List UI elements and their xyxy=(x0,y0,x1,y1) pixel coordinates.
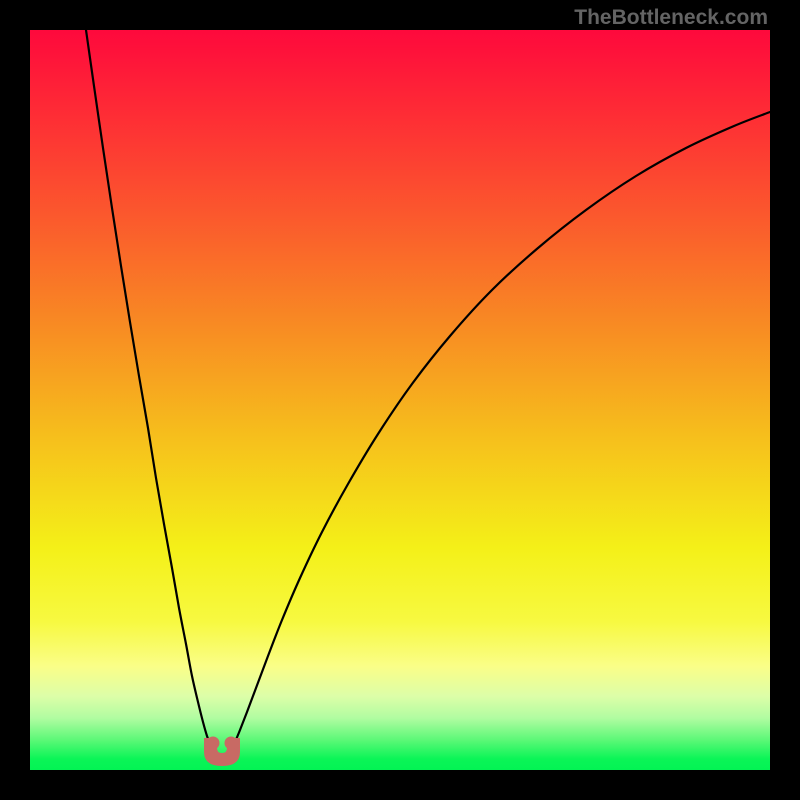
valley-dot-right xyxy=(225,737,238,750)
chart-svg xyxy=(0,0,800,800)
valley-dot-left xyxy=(207,737,220,750)
watermark-label: TheBottleneck.com xyxy=(574,6,768,30)
